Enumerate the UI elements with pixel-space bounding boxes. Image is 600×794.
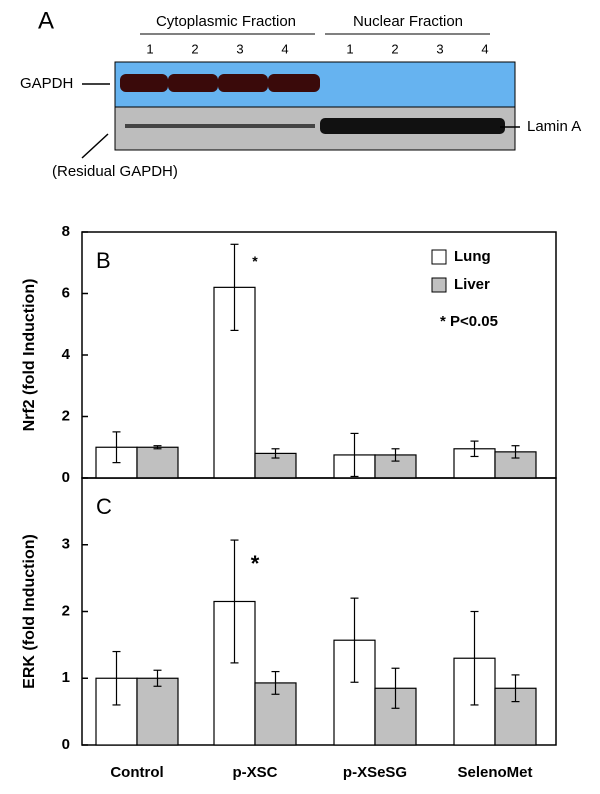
note: * P<0.05 <box>440 313 498 330</box>
annotation: * <box>251 551 260 576</box>
y-tick-label: 3 <box>62 536 70 553</box>
error-bar <box>112 650 121 706</box>
error-bar <box>350 432 359 478</box>
bar <box>136 677 179 746</box>
error-bar <box>391 448 400 462</box>
error-bar <box>112 431 121 464</box>
legend-label: Liver <box>454 276 490 293</box>
error-bar <box>470 440 479 458</box>
band-label: Lamin A <box>527 118 581 135</box>
error-bar <box>230 243 239 331</box>
error-bar <box>153 445 162 450</box>
error-bar <box>511 445 520 459</box>
x-tick-label: SelenoMet <box>457 764 532 781</box>
error-bar <box>230 539 239 664</box>
y-tick-label: 6 <box>62 284 70 301</box>
y-axis-label: Nrf2 (fold Induction) <box>21 279 38 432</box>
y-tick-label: 4 <box>62 346 71 363</box>
panel-label: A <box>38 7 54 34</box>
band-label: (Residual GAPDH) <box>52 163 178 180</box>
error-bar <box>271 448 280 459</box>
x-tick-label: Control <box>110 764 163 781</box>
group-label: Nuclear Fraction <box>353 13 463 30</box>
lane-label: 4 <box>281 41 288 56</box>
y-tick-label: 8 <box>62 223 70 240</box>
y-tick-label: 0 <box>62 736 70 753</box>
legend-swatch <box>431 249 447 265</box>
lane-label: 3 <box>436 41 443 56</box>
lane-label: 2 <box>391 41 398 56</box>
lane-label: 2 <box>191 41 198 56</box>
y-tick-label: 2 <box>62 602 70 619</box>
lane-label: 3 <box>236 41 243 56</box>
error-bar <box>391 667 400 709</box>
error-bar <box>153 669 162 687</box>
legend-label: Lung <box>454 248 491 265</box>
annotation: * <box>252 253 258 269</box>
error-bar <box>271 670 280 695</box>
x-tick-label: p-XSC <box>233 764 278 781</box>
group-label: Cytoplasmic Fraction <box>156 13 296 30</box>
lane-label: 4 <box>481 41 488 56</box>
band-label: GAPDH <box>20 75 73 92</box>
y-tick-label: 1 <box>62 669 70 686</box>
y-axis-label: ERK (fold Induction) <box>21 534 38 689</box>
arrow <box>81 133 109 159</box>
plot-frame <box>81 231 557 479</box>
panel-label: B <box>96 248 111 273</box>
y-tick-label: 0 <box>62 469 70 486</box>
error-bar <box>511 674 520 703</box>
y-tick-label: 2 <box>62 407 70 424</box>
lane-label: 1 <box>146 41 153 56</box>
lane-label: 1 <box>346 41 353 56</box>
legend-swatch <box>431 277 447 293</box>
panel-label: C <box>96 494 112 519</box>
error-bar <box>350 597 359 683</box>
bar <box>136 446 179 479</box>
error-bar <box>470 610 479 706</box>
bands <box>120 74 505 134</box>
x-tick-label: p-XSeSG <box>343 764 407 781</box>
